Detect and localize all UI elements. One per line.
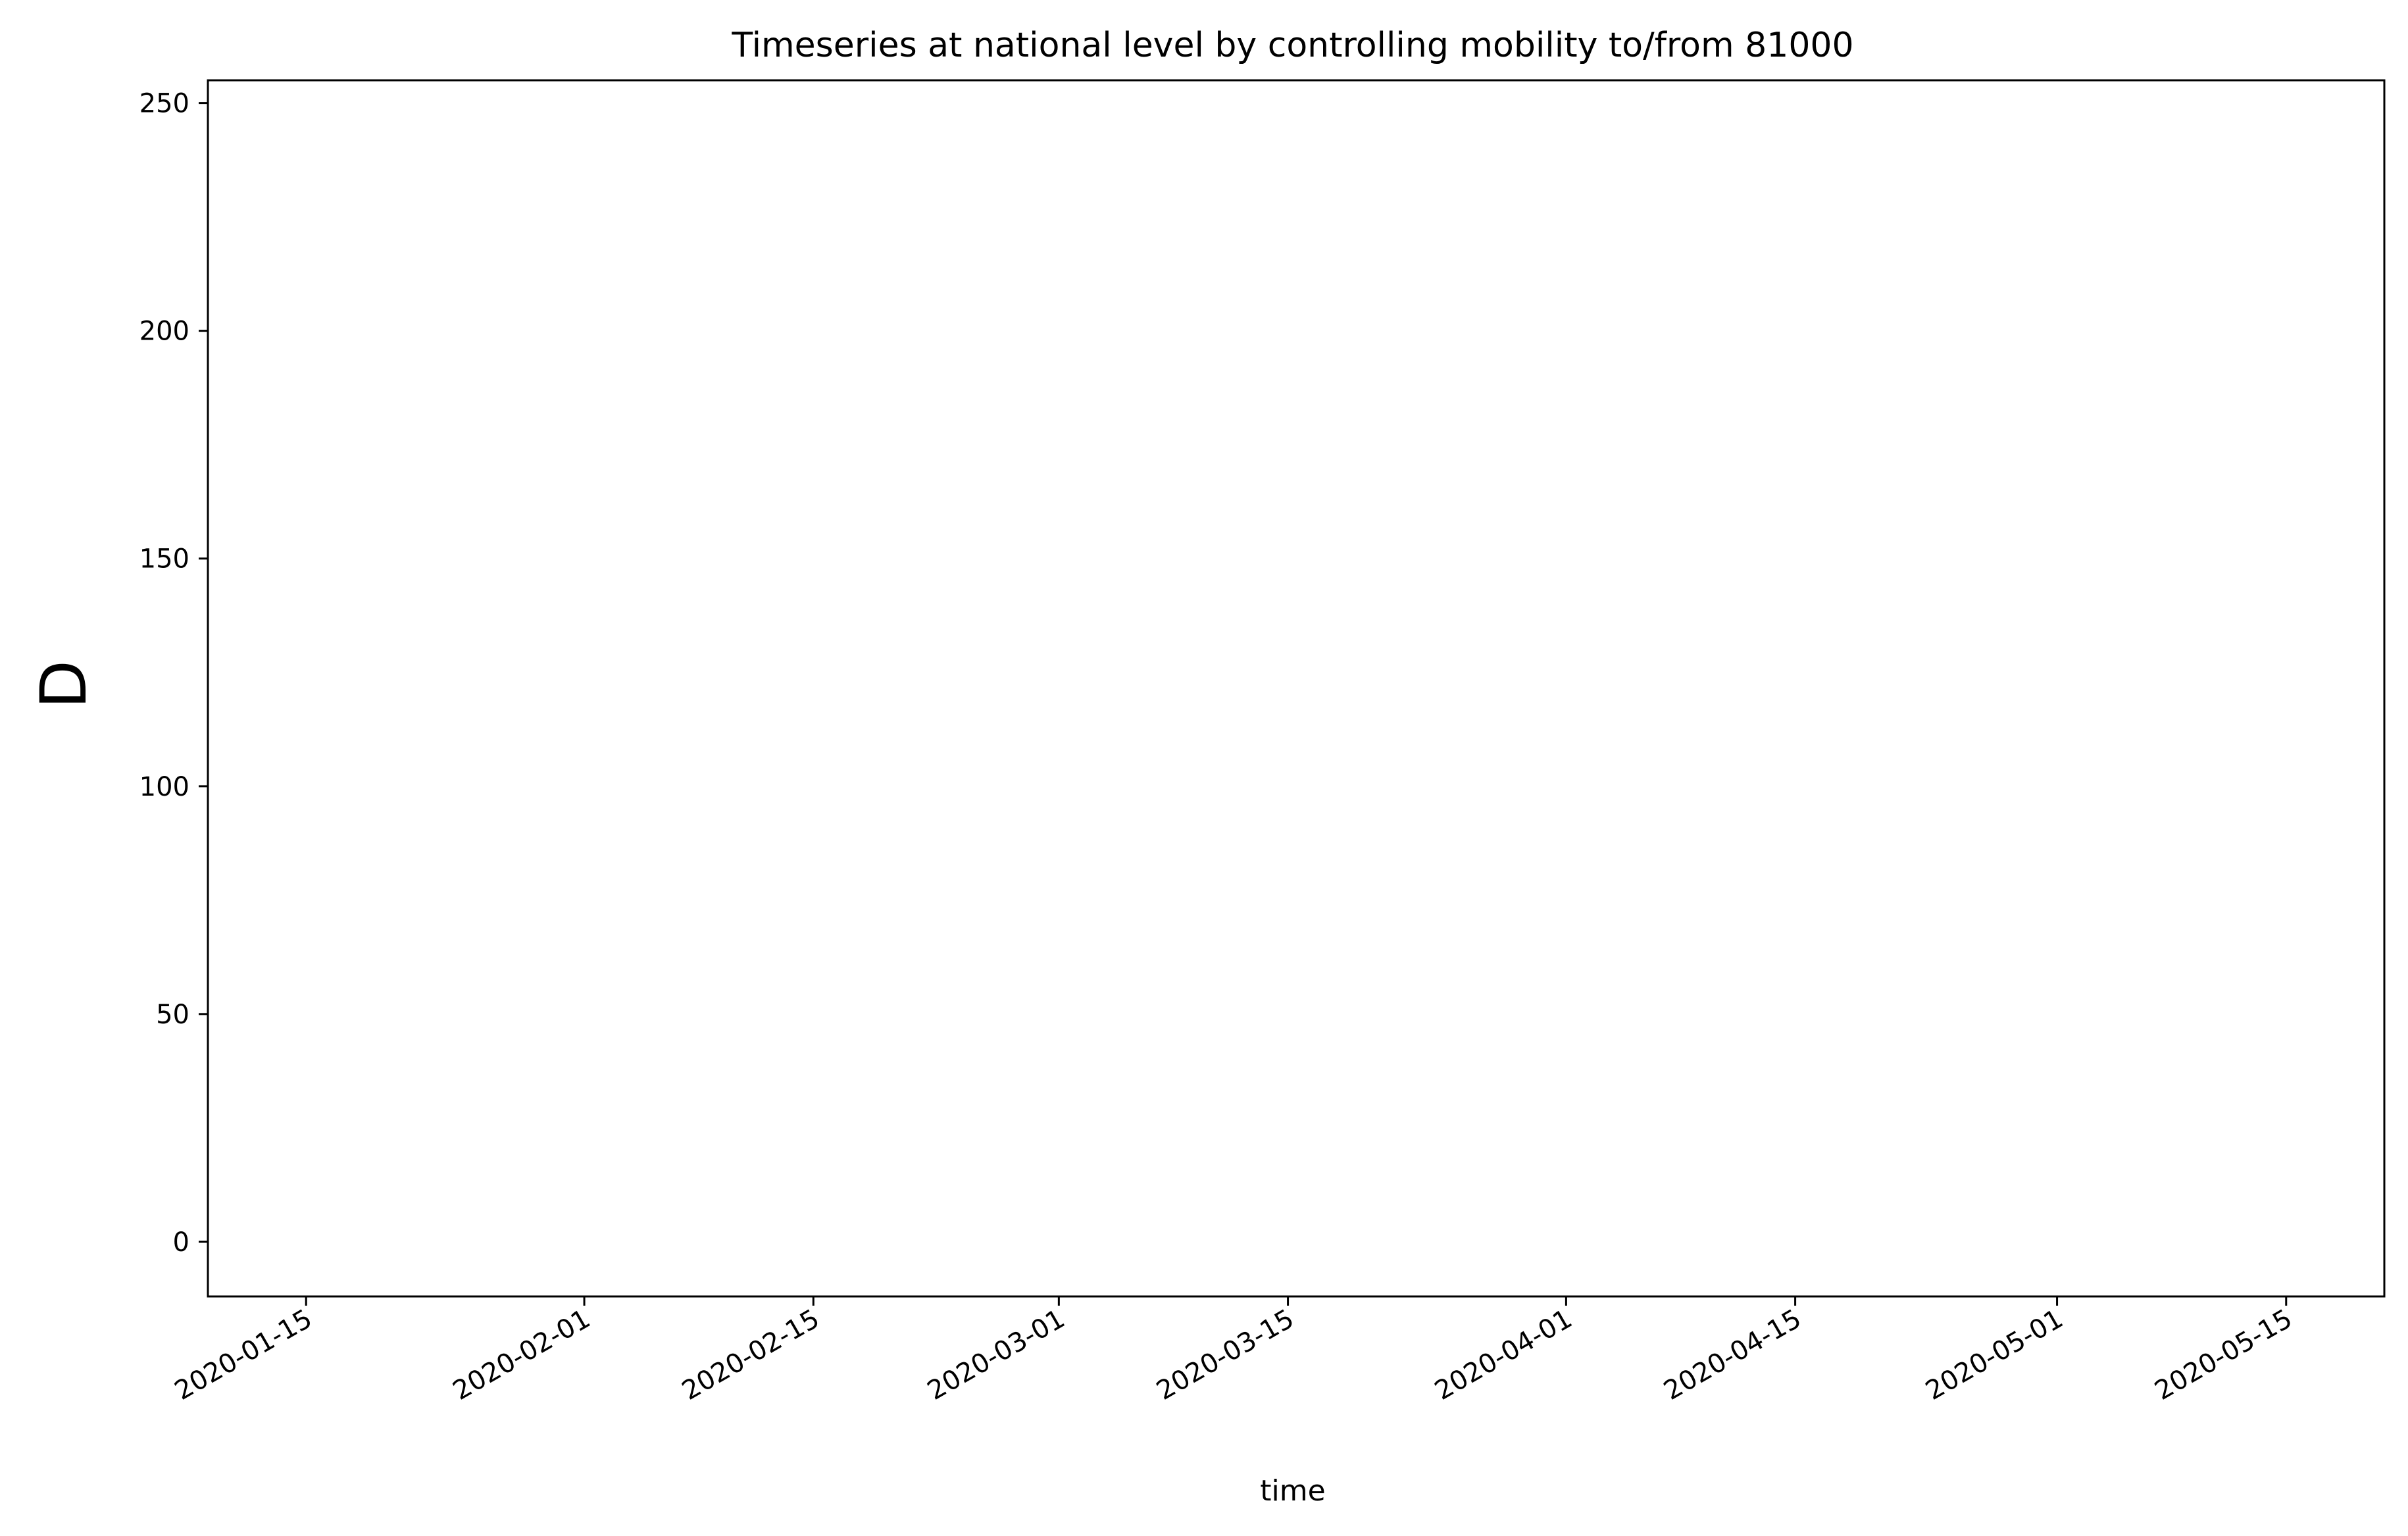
y-tick-label: 0: [173, 1227, 189, 1258]
y-tick-label: 50: [156, 1000, 189, 1030]
x-axis-title: time: [1260, 1474, 1325, 1508]
y-tick-label: 150: [139, 544, 189, 575]
y-tick-label: 250: [139, 89, 189, 119]
y-tick-label: 200: [139, 317, 189, 347]
y-tick-label: 100: [139, 772, 189, 802]
y-axis-title: D: [27, 660, 101, 709]
chart-title: Timeseries at national level by controll…: [731, 26, 1853, 65]
